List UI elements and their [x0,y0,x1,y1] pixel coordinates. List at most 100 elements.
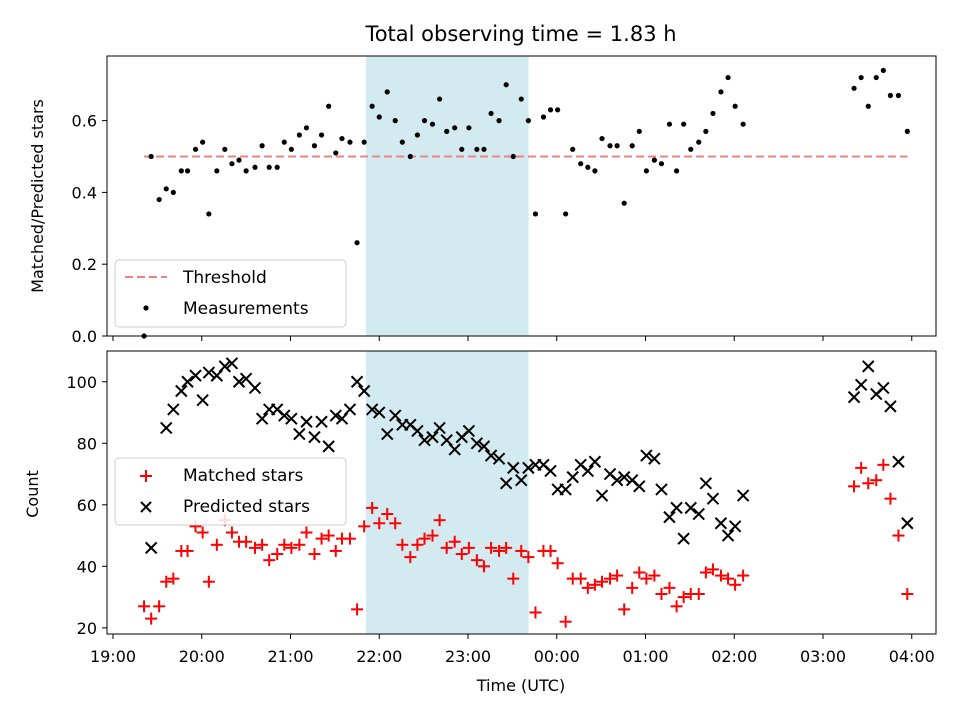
matched-point [315,532,328,545]
matched-point [145,612,158,625]
measurement-point [354,240,360,246]
matched-point [722,572,735,585]
counts-panel: 20 40 60 80 100 19:00 20:00 21:00 22:00 23:00 00:… [23,350,937,695]
measurement-point [740,121,746,127]
predicted-point [588,455,602,468]
measurement-point [266,164,272,170]
predicted-point [285,412,298,425]
predicted-point [350,375,364,388]
predicted-point [515,473,528,487]
measurement-point [252,164,258,170]
measurement-point [444,128,450,134]
matched-point [515,544,528,557]
matched-point [455,548,468,561]
measurement-point [592,168,598,174]
predicted-point [595,489,609,502]
matched-point [263,554,276,567]
y-axis-label-bottom: Count [23,470,42,518]
matched-point [877,458,890,471]
predicted-point [617,470,631,484]
predicted-point [699,477,713,490]
legend-threshold-label: Threshold [182,268,267,288]
measurement-point [658,161,665,167]
measurement-point [673,168,680,174]
predicted-point [892,455,905,468]
y-tick-label-top: 0.2 [72,255,97,274]
predicted-point [196,394,209,407]
plot-frame-bottom [106,350,937,635]
measurement-point [518,96,524,102]
matched-point [426,529,439,542]
matched-point [581,581,594,594]
x-tick-label: 03:00 [800,647,846,666]
legend-matched-swatch [140,470,152,482]
y-tick-label-bottom: 80 [77,434,97,453]
matched-point [404,551,417,564]
matched-point [500,541,513,554]
predicted-point [714,517,728,530]
matched-point [618,603,631,616]
chart-title: Total observing time = 1.83 h [364,22,676,46]
matched-point [462,541,475,554]
matched-point [848,480,861,493]
matched-point [870,474,883,487]
x-tick-label: 21:00 [267,647,313,666]
measurement-point [288,146,294,152]
predicted-point [315,415,328,428]
matched-point [901,588,914,601]
predicted-point [648,452,661,465]
predicted-point [559,483,572,496]
matched-point [329,544,342,557]
predicted-point [381,427,394,441]
measurement-point [488,110,494,117]
predicted-point [343,403,357,416]
matched-point [529,606,542,619]
predicted-point [448,443,461,456]
matched-point [574,572,587,585]
predicted-point [470,437,484,450]
predicted-point [218,360,232,373]
measurement-point [222,146,228,152]
measurement-point [214,168,220,174]
measurement-point [459,146,465,152]
y-tick-label-top: 0.6 [72,112,97,131]
predicted-point [462,424,476,438]
matched-point [604,572,616,585]
matched-point [373,517,386,530]
matched-point [544,544,557,557]
predicted-point [721,529,735,542]
measurement-point [873,74,879,81]
measurement-point [333,150,339,156]
predicted-point [492,452,506,465]
x-tick-label: 01:00 [622,647,668,666]
predicted-point [884,400,897,413]
predicted-points [144,357,914,555]
matched-point [677,591,690,604]
predicted-point [365,403,379,416]
matched-point [611,569,624,582]
measurement-point [599,135,605,142]
predicted-point [433,421,446,435]
measurement-point [421,118,428,124]
matched-point [351,603,364,616]
predicted-point [167,403,180,416]
predicted-point [389,409,402,422]
matched-point [633,566,646,579]
predicted-point [640,449,653,462]
predicted-point [499,477,513,490]
measurement-point [688,146,694,152]
matched-point [271,548,284,561]
measurement-point [496,118,502,124]
measurement-point [607,143,613,149]
legend-predicted-label: Predicted stars [183,497,310,517]
predicted-point [633,480,646,493]
matched-point [225,526,238,539]
matched-point [699,566,712,579]
matched-point [167,572,180,585]
measurement-point [865,103,871,109]
x-tick-label: 00:00 [534,647,580,666]
predicted-point [329,409,342,422]
measurement-point [414,132,421,138]
predicted-point [248,381,262,395]
measurement-point [858,74,864,81]
